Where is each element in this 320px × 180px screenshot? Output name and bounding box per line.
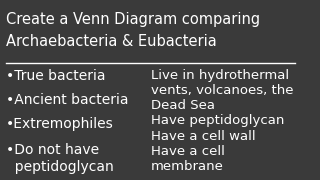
Text: •Ancient bacteria: •Ancient bacteria (6, 93, 129, 107)
Text: Live in hydrothermal: Live in hydrothermal (151, 69, 289, 82)
Text: •True bacteria: •True bacteria (6, 69, 106, 83)
Text: Have peptidoglycan: Have peptidoglycan (151, 114, 284, 127)
Text: •Do not have
  peptidoglycan: •Do not have peptidoglycan (6, 143, 114, 174)
Text: Dead Sea: Dead Sea (151, 99, 215, 112)
Text: Have a cell: Have a cell (151, 145, 225, 158)
Text: Archaebacteria & Eubacteria: Archaebacteria & Eubacteria (6, 34, 217, 50)
Text: vents, volcanoes, the: vents, volcanoes, the (151, 84, 293, 97)
Text: membrane: membrane (151, 160, 224, 173)
Text: Create a Venn Diagram comparing: Create a Venn Diagram comparing (6, 12, 260, 27)
Text: •Extremophiles: •Extremophiles (6, 117, 114, 131)
Text: Have a cell wall: Have a cell wall (151, 130, 255, 143)
